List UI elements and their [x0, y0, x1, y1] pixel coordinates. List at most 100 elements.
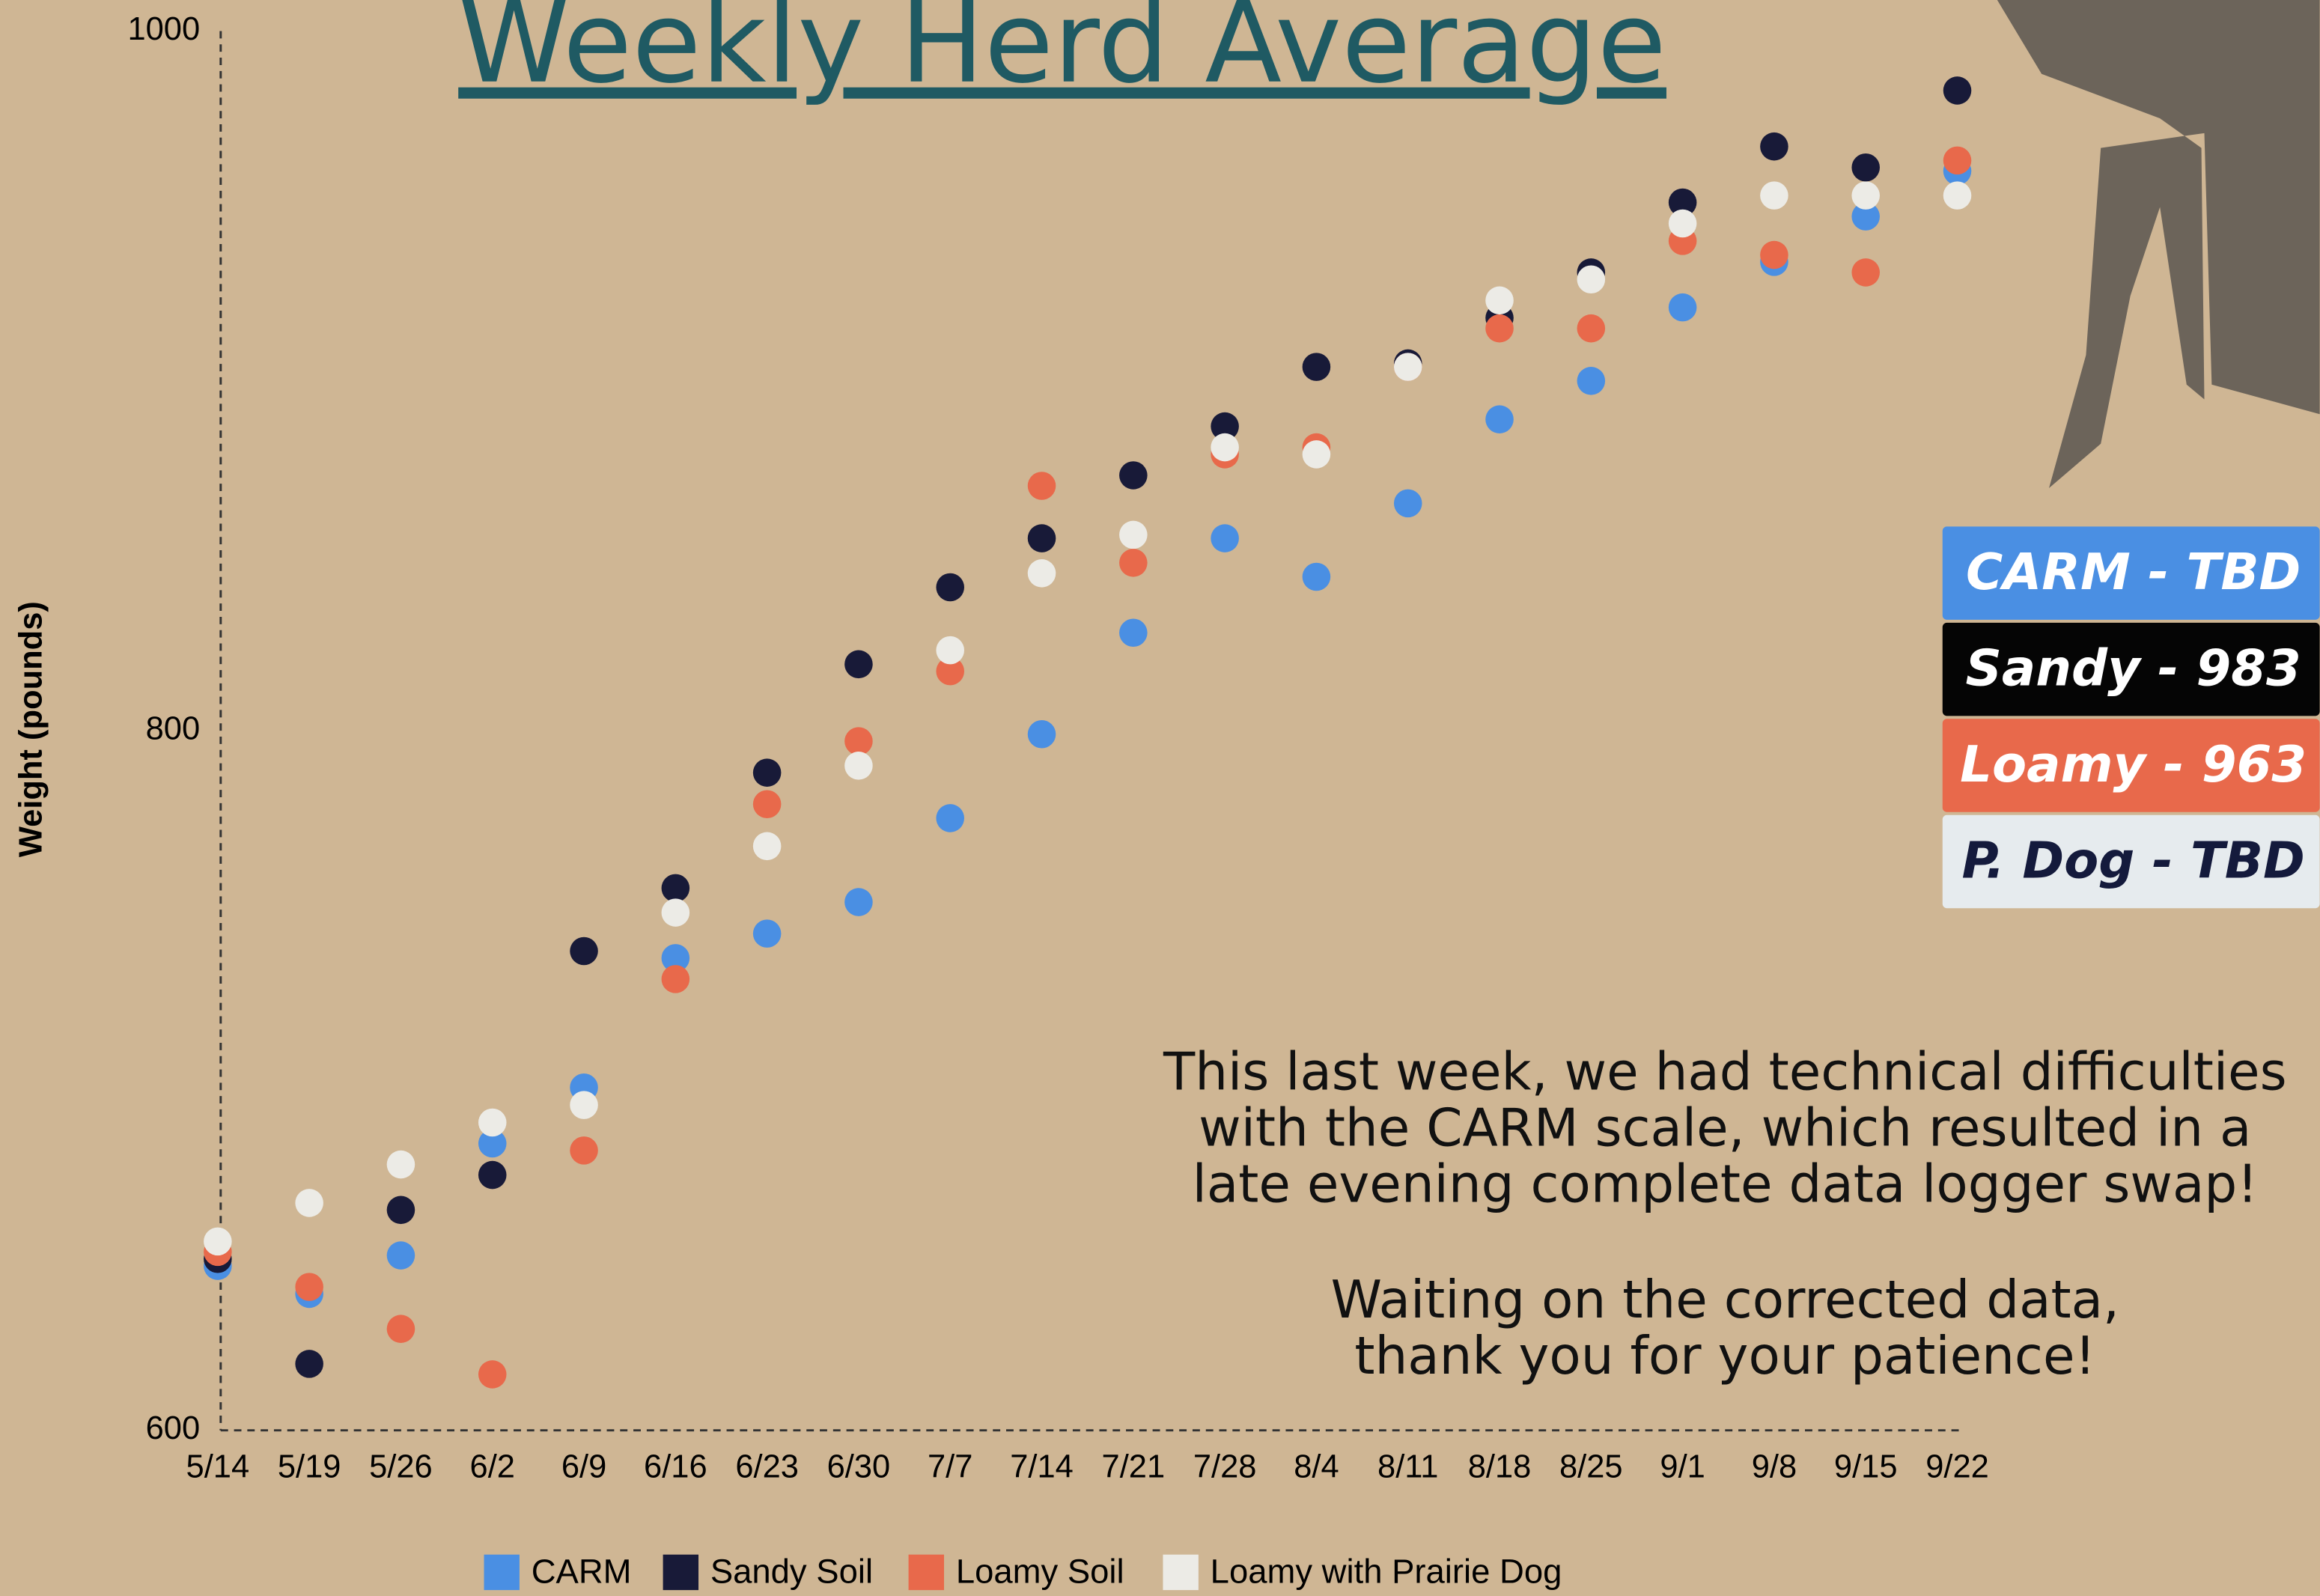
data-point	[478, 1129, 507, 1158]
x-tick-label: 7/21	[1102, 1449, 1166, 1485]
data-point	[661, 874, 690, 903]
x-tick-label: 6/23	[735, 1449, 799, 1485]
x-tick-label: 5/26	[369, 1449, 433, 1485]
data-point	[1119, 461, 1148, 490]
data-point	[1485, 314, 1514, 343]
data-point	[386, 1241, 415, 1270]
data-point	[295, 1350, 323, 1378]
data-point	[1577, 367, 1606, 395]
callout-text: P. Dog - TBD	[1962, 831, 2305, 889]
data-point	[570, 1091, 598, 1119]
x-tick-label: 7/28	[1193, 1449, 1257, 1485]
data-point	[386, 1315, 415, 1343]
callout-text: Loamy - 963	[1960, 735, 2307, 794]
data-point	[844, 888, 873, 916]
chart-title: Weekly Herd Average	[458, 0, 1666, 109]
data-point	[936, 636, 965, 665]
data-point	[478, 1360, 507, 1389]
x-tick-label: 5/19	[278, 1449, 341, 1485]
y-tick-label: 800	[146, 711, 201, 747]
data-point	[295, 1189, 323, 1217]
data-point	[1485, 286, 1514, 315]
annotation-text: late evening complete data logger swap!	[1193, 1155, 2258, 1215]
data-point	[936, 657, 965, 686]
data-point	[1577, 314, 1606, 343]
x-tick-label: 9/8	[1752, 1449, 1797, 1485]
data-point	[478, 1160, 507, 1190]
data-point	[1302, 562, 1331, 591]
x-tick-label: 6/2	[470, 1449, 515, 1485]
annotation-text: with the CARM scale, which resulted in a	[1199, 1099, 2251, 1159]
y-tick-label: 1000	[127, 11, 200, 47]
callout-text: Sandy - 983	[1966, 639, 2301, 698]
data-point	[936, 804, 965, 832]
data-point	[1668, 293, 1697, 322]
data-point	[204, 1227, 232, 1256]
callout-box	[1942, 622, 2320, 716]
callout-box	[1942, 526, 2320, 620]
x-tick-label: 9/22	[1925, 1449, 1989, 1485]
data-point	[752, 919, 782, 948]
data-point	[752, 758, 782, 787]
data-point	[1577, 265, 1606, 294]
data-point	[1760, 132, 1788, 161]
data-point	[1485, 405, 1514, 433]
data-point	[844, 752, 873, 780]
data-point	[1027, 719, 1056, 749]
data-point	[386, 1196, 415, 1225]
data-point	[1851, 202, 1880, 231]
data-point	[1027, 559, 1056, 588]
data-point	[1393, 489, 1422, 518]
data-point	[661, 944, 690, 972]
data-point	[1943, 76, 1972, 105]
y-tick-label: 600	[146, 1410, 201, 1446]
data-point	[386, 1150, 415, 1179]
data-point	[1119, 618, 1148, 648]
data-point	[570, 936, 598, 966]
callout-text: CARM - TBD	[1966, 543, 2301, 601]
x-tick-label: 6/30	[827, 1449, 891, 1485]
annotation-text: Waiting on the corrected data,	[1331, 1270, 2119, 1330]
data-point	[1302, 440, 1331, 469]
data-point	[752, 790, 782, 819]
data-point	[661, 898, 690, 927]
x-tick-label: 8/18	[1468, 1449, 1532, 1485]
data-point	[661, 965, 690, 993]
data-point	[1760, 240, 1788, 269]
annotation-text: This last week, we had technical difficu…	[1163, 1043, 2287, 1103]
data-point	[752, 832, 782, 861]
callout-box	[1942, 719, 2320, 812]
x-tick-label: 8/11	[1377, 1449, 1438, 1485]
y-axis-label: Weight (pounds)	[13, 601, 49, 857]
data-point	[1302, 353, 1331, 381]
legend-label: CARM	[532, 1552, 632, 1590]
x-tick-label: 9/1	[1660, 1449, 1705, 1485]
x-tick-label: 7/14	[1010, 1449, 1074, 1485]
data-point	[570, 1136, 598, 1165]
x-tick-label: 6/9	[561, 1449, 606, 1485]
data-point	[1851, 153, 1880, 182]
data-point	[1760, 181, 1788, 210]
data-point	[295, 1273, 323, 1301]
legend-label: Loamy Soil	[956, 1552, 1124, 1590]
x-tick-label: 5/14	[186, 1449, 250, 1485]
legend-swatch	[1163, 1554, 1199, 1591]
data-point	[1119, 549, 1148, 577]
data-point	[1119, 520, 1148, 549]
data-point	[478, 1108, 507, 1137]
data-point	[1393, 353, 1422, 381]
cow-photo	[1997, 0, 2320, 489]
data-point	[1943, 181, 1972, 210]
data-point	[1027, 472, 1056, 500]
data-point	[1943, 146, 1972, 175]
annotation-text: thank you for your patience!	[1354, 1327, 2095, 1386]
x-tick-label: 9/15	[1834, 1449, 1898, 1485]
callout-box	[1942, 814, 2320, 909]
x-tick-label: 8/25	[1559, 1449, 1623, 1485]
x-tick-label: 7/7	[928, 1449, 972, 1485]
legend-swatch	[908, 1554, 945, 1591]
data-point	[1211, 524, 1239, 552]
x-tick-label: 6/16	[644, 1449, 707, 1485]
